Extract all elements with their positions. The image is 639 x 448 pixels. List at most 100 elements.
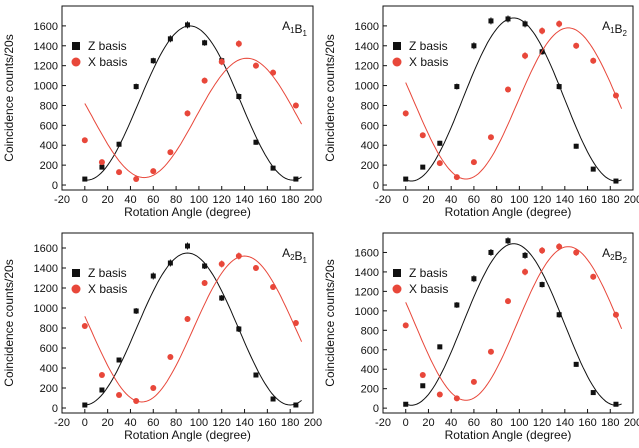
data-point: [436, 391, 443, 398]
data-point: [184, 110, 191, 117]
fit-curve: [84, 57, 303, 179]
y-tick-label: 1400: [355, 41, 379, 53]
data-point: [402, 322, 409, 329]
data-point: [403, 176, 409, 182]
data-point: [99, 164, 105, 170]
data-point: [419, 372, 426, 379]
data-point: [573, 143, 579, 149]
data-point: [133, 176, 140, 183]
y-tick-label: 1000: [34, 303, 58, 315]
legend-marker: [392, 57, 402, 67]
x-tick-label: 200: [304, 417, 322, 429]
x-tick-label: 180: [601, 417, 619, 429]
x-axis-label: Rotation Angle (degree): [124, 205, 251, 219]
y-tick-label: 1200: [34, 283, 58, 295]
data-point: [573, 249, 580, 256]
x-tick-label: 160: [258, 417, 276, 429]
x-axis-label: Rotation Angle (degree): [124, 428, 251, 442]
data-point: [522, 252, 528, 258]
y-tick-label: 800: [361, 100, 379, 112]
data-point: [236, 326, 242, 332]
y-tick-label: 400: [40, 140, 58, 152]
data-point: [202, 263, 208, 269]
fit-curve: [405, 27, 623, 180]
data-point: [235, 40, 242, 47]
plot-frame: [382, 5, 634, 191]
x-tick-label: 20: [102, 417, 114, 429]
y-tick-label: 800: [40, 323, 58, 335]
data-point: [185, 22, 190, 28]
y-tick-label: 1400: [34, 263, 58, 275]
data-point: [454, 84, 460, 90]
x-tick-label: 60: [147, 194, 159, 206]
x-tick-label: -20: [375, 194, 391, 206]
y-tick-label: 0: [373, 180, 379, 192]
data-point: [471, 43, 477, 49]
data-point: [98, 159, 105, 166]
y-tick-label: 1000: [34, 81, 58, 93]
panel-2: -20 0 20 40 60 80 100 120 140 160 180 200 0 200 400 600…: [323, 5, 639, 219]
legend-label: Z basis: [409, 39, 448, 53]
data-point: [82, 176, 88, 182]
data-point: [488, 249, 494, 255]
y-tick-label: 400: [361, 140, 379, 152]
y-tick-label: 400: [361, 364, 379, 376]
data-point: [116, 357, 122, 363]
data-point: [270, 165, 276, 171]
data-point: [81, 137, 88, 144]
legend-label: Z basis: [88, 39, 127, 53]
data-point: [556, 20, 563, 27]
y-tick-label: 0: [52, 180, 58, 192]
series-z-basis: Z basis: [393, 237, 622, 407]
x-tick-label: 20: [422, 194, 434, 206]
data-point: [116, 141, 122, 147]
data-point: [185, 243, 190, 249]
y-axis-label: Coincidence counts/20s: [323, 259, 337, 386]
data-point: [488, 18, 494, 24]
data-point: [573, 361, 579, 367]
data-point: [293, 176, 299, 182]
legend-label: X basis: [88, 282, 127, 296]
y-tick-label: 1000: [355, 306, 379, 318]
data-point: [133, 84, 139, 90]
y-tick-label: 800: [361, 325, 379, 337]
x-tick-label: 0: [82, 417, 88, 429]
data-point: [99, 387, 105, 393]
data-point: [98, 372, 105, 378]
y-tick-label: 0: [373, 403, 379, 415]
y-axis-label: Coincidence counts/20s: [2, 259, 16, 386]
panel-label: A2B2: [602, 246, 627, 265]
data-point: [116, 392, 123, 398]
data-point: [201, 280, 208, 286]
x-tick-label: 120: [533, 194, 551, 206]
fit-curve: [84, 252, 302, 406]
y-tick-label: 600: [40, 343, 58, 355]
data-point: [613, 178, 619, 184]
data-point: [420, 383, 426, 389]
legend-marker: [392, 284, 402, 294]
x-tick-label: 80: [170, 194, 182, 206]
data-point: [556, 84, 562, 90]
data-point: [590, 166, 596, 172]
data-point: [590, 390, 596, 396]
data-point: [522, 52, 529, 59]
y-tick-label: 1600: [34, 21, 58, 33]
data-point: [505, 298, 511, 305]
data-point: [539, 247, 546, 254]
y-tick-label: 1000: [355, 81, 379, 93]
data-point: [454, 302, 460, 308]
x-tick-label: 120: [533, 417, 551, 429]
legend-label: X basis: [409, 282, 448, 296]
y-axis-label: Coincidence counts/20s: [323, 34, 337, 161]
data-point: [487, 134, 494, 141]
panel-label: A1B1: [282, 19, 307, 38]
x-tick-label: 60: [468, 194, 480, 206]
legend-label: X basis: [88, 55, 127, 69]
x-tick-label: 100: [190, 417, 208, 429]
data-point: [573, 42, 580, 49]
legend-label: Z basis: [409, 266, 448, 280]
data-point: [150, 385, 157, 391]
data-point: [471, 276, 477, 282]
data-point: [487, 348, 494, 355]
